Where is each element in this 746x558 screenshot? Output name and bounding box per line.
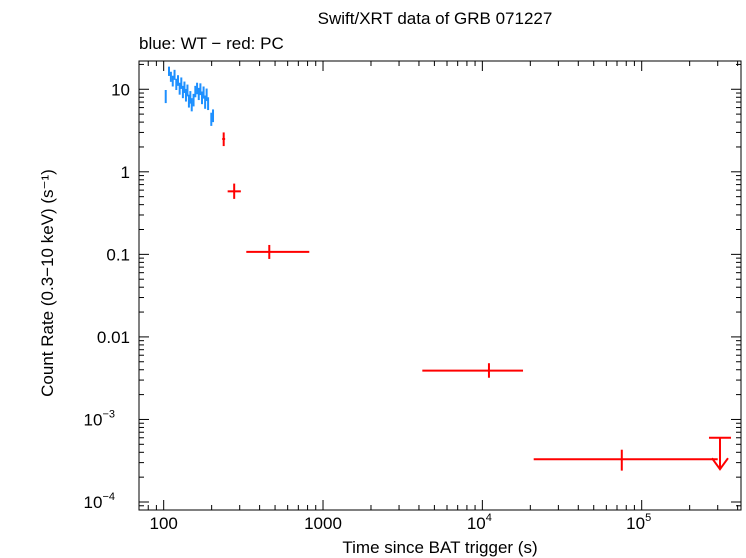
y-tick-label: 10	[111, 80, 130, 99]
data-point-wt	[186, 84, 189, 97]
tick-label-base: 1000	[304, 514, 342, 533]
data-point-wt	[184, 88, 187, 102]
y-axis-label: Count Rate (0.3−10 keV) (s⁻¹)	[38, 169, 57, 397]
data-point-wt	[212, 109, 215, 123]
data-point-wt	[183, 81, 186, 94]
data-point-wt	[164, 89, 167, 104]
data-point-wt	[197, 87, 200, 101]
data-point-wt	[181, 85, 184, 99]
data-point-wt	[202, 86, 205, 99]
data-point-wt	[196, 82, 199, 95]
tick-label-base: 1	[121, 163, 130, 182]
data-point-wt	[207, 97, 210, 111]
tick-label-base: 10	[467, 514, 486, 533]
chart-subtitle: blue: WT − red: PC	[139, 34, 284, 53]
x-tick-label: 100	[149, 514, 177, 533]
data-point-wt	[171, 75, 174, 87]
data-point-pc	[533, 449, 718, 471]
data-series	[164, 66, 731, 471]
tick-label-base: 10	[84, 410, 103, 429]
y-tick-label: 0.1	[106, 245, 130, 264]
x-tick-label: 105	[626, 512, 651, 533]
data-point-wt	[205, 88, 208, 102]
tick-label-base: 100	[149, 514, 177, 533]
data-point-wt	[201, 91, 204, 105]
x-tick-label: 1000	[304, 514, 342, 533]
y-tick-label: 10−3	[84, 408, 115, 429]
series-wt	[164, 66, 215, 126]
upper-limit-arrowhead	[711, 457, 729, 471]
tick-label-exponent: −3	[102, 408, 115, 420]
chart-title: Swift/XRT data of GRB 071227	[318, 9, 553, 28]
data-point-wt	[178, 82, 181, 95]
y-tick-label: 0.01	[97, 328, 130, 347]
data-point-wt	[199, 83, 202, 96]
tick-label-base: 10	[111, 80, 130, 99]
tick-label-base: 0.01	[97, 328, 130, 347]
data-point-pc	[422, 363, 524, 378]
tick-label-exponent: 5	[645, 512, 651, 524]
upper-limit-arrow	[708, 436, 731, 471]
x-ticks	[138, 61, 739, 510]
data-point-wt	[194, 85, 197, 98]
data-point-wt	[204, 95, 207, 109]
tick-label-exponent: 4	[486, 512, 492, 524]
x-tick-label: 104	[467, 512, 492, 533]
data-point-wt	[190, 98, 193, 112]
data-point-wt	[210, 112, 213, 126]
data-point-wt	[192, 93, 195, 107]
data-point-pc	[222, 132, 226, 147]
data-point-pc	[227, 183, 241, 199]
data-point-wt	[168, 66, 171, 76]
y-tick-label: 10−4	[84, 491, 115, 512]
data-point-wt	[187, 94, 190, 108]
tick-label-base: 10	[626, 514, 645, 533]
plot-frame	[138, 60, 742, 511]
tick-label-base: 0.1	[106, 245, 130, 264]
data-point-wt	[173, 69, 176, 80]
tick-label-base: 10	[84, 493, 103, 512]
data-point-wt	[180, 77, 183, 89]
tick-label-exponent: −4	[102, 491, 115, 503]
y-tick-label: 1	[121, 163, 130, 182]
y-ticks	[139, 63, 741, 511]
data-point-pc	[246, 244, 310, 259]
x-tick-labels: 100 1000 104 105	[149, 512, 651, 533]
data-point-wt	[177, 75, 180, 86]
series-pc	[222, 132, 731, 471]
data-point-wt	[189, 91, 192, 104]
x-axis-label: Time since BAT trigger (s)	[342, 538, 537, 557]
data-point-wt	[169, 71, 172, 82]
data-point-wt	[175, 78, 178, 90]
